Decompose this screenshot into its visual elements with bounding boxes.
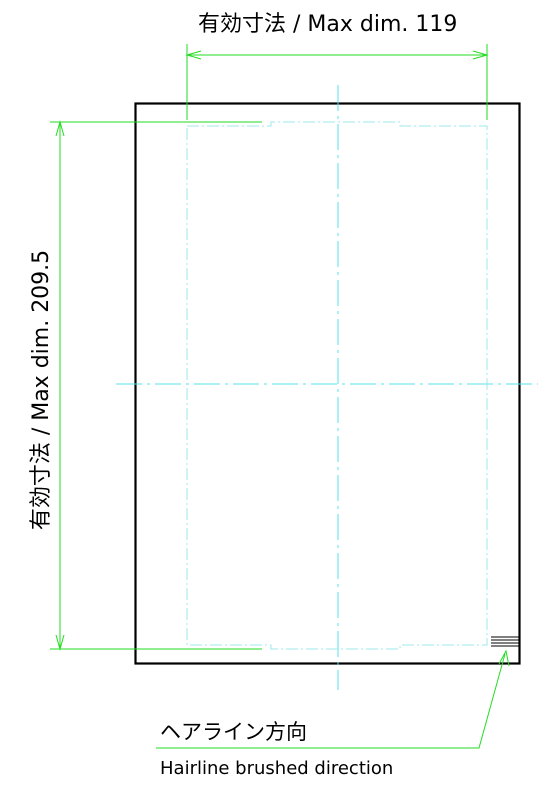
height-dimension: [50, 122, 262, 649]
effective-area-outline: [187, 122, 487, 649]
width-dimension-label: 有効寸法 / Max dim. 119: [198, 14, 457, 36]
hairline-direction-label-jp: ヘアライン方向: [160, 722, 307, 743]
height-dimension-label: 有効寸法 / Max dim. 209.5: [31, 250, 53, 530]
hairline-direction-label-en: Hairline brushed direction: [160, 760, 393, 778]
hairline-direction-symbol: [491, 637, 519, 646]
width-dimension: [187, 44, 487, 120]
